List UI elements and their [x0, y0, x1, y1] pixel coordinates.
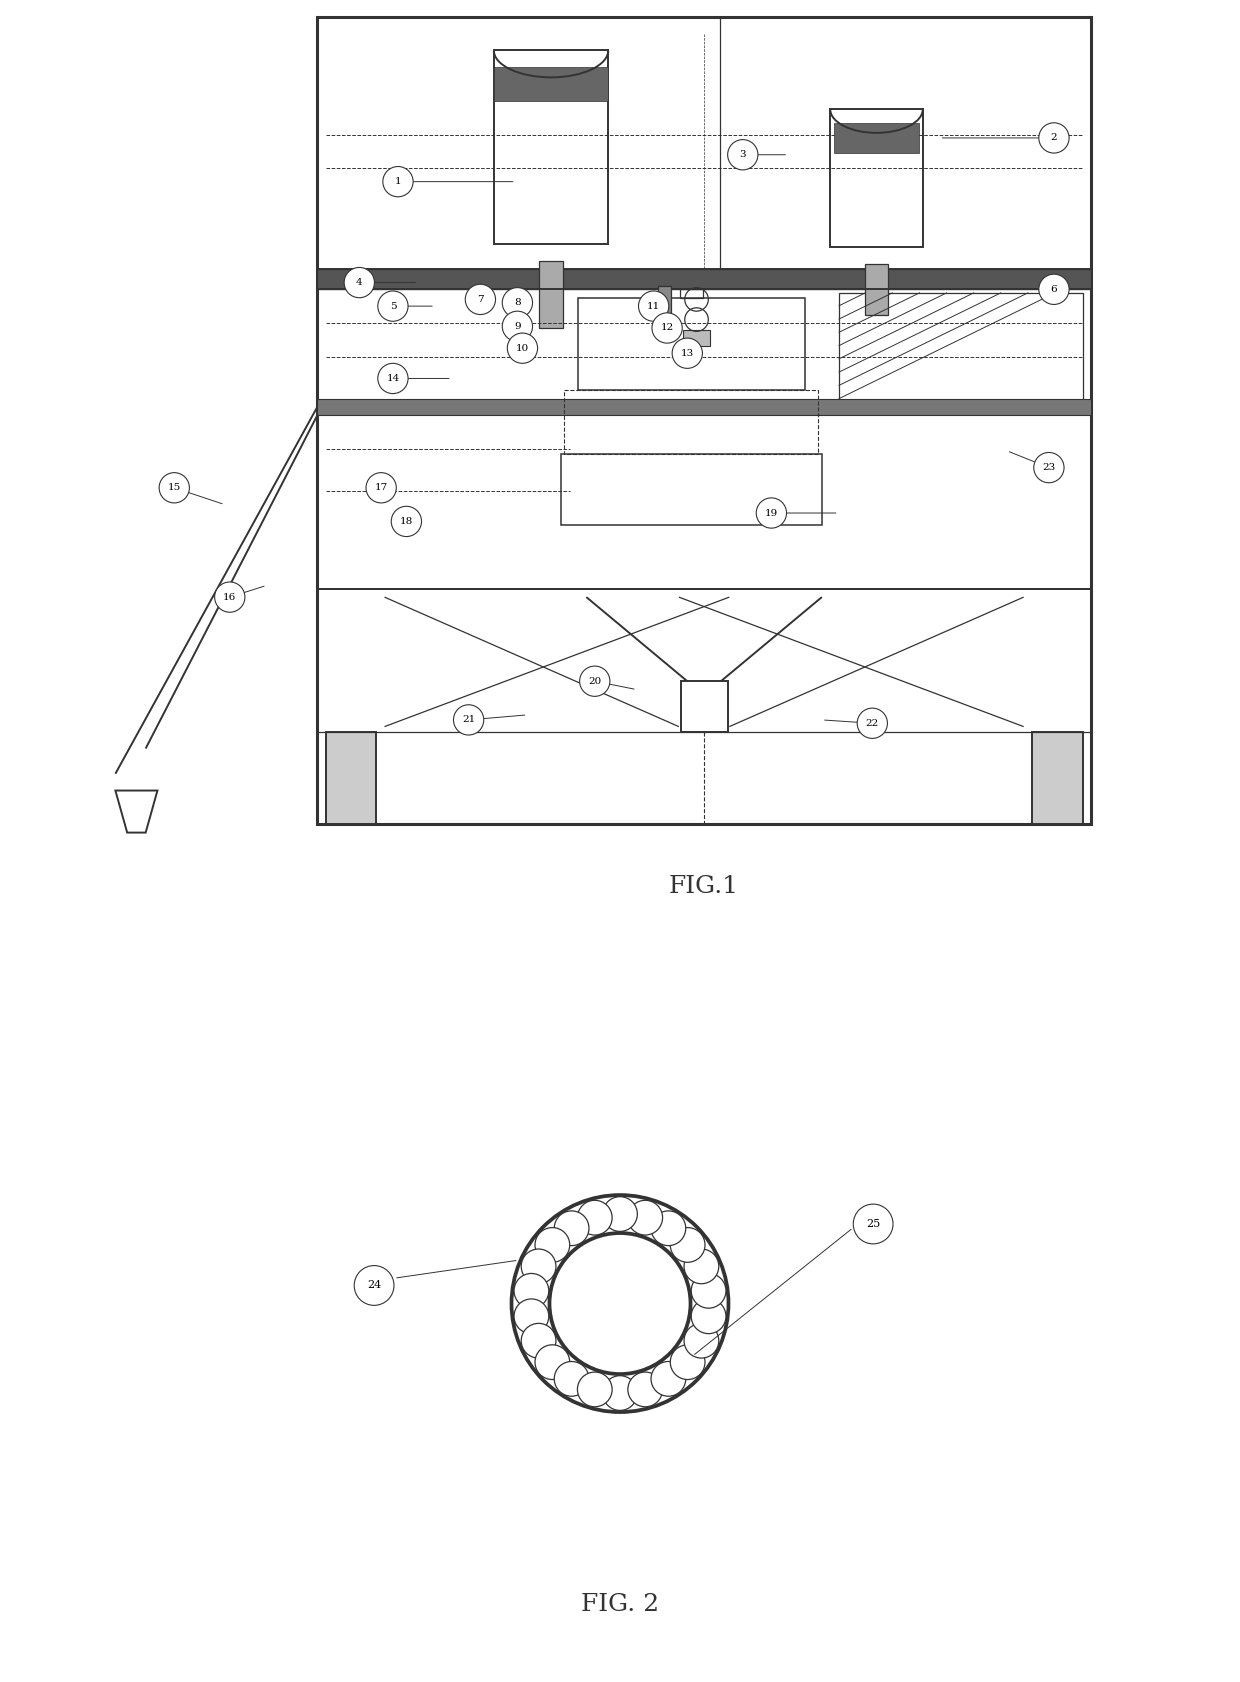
- Circle shape: [159, 473, 190, 503]
- Text: 25: 25: [866, 1219, 880, 1230]
- Circle shape: [857, 708, 888, 738]
- Text: FIG.1: FIG.1: [670, 875, 739, 898]
- Text: 24: 24: [367, 1280, 381, 1290]
- Circle shape: [521, 1250, 556, 1283]
- Circle shape: [684, 1250, 719, 1283]
- Circle shape: [728, 140, 758, 170]
- Circle shape: [671, 1228, 706, 1262]
- Circle shape: [515, 1299, 549, 1334]
- Circle shape: [578, 1201, 613, 1235]
- Circle shape: [603, 1196, 637, 1231]
- Text: 7: 7: [477, 294, 484, 304]
- Circle shape: [383, 167, 413, 197]
- Text: 17: 17: [374, 483, 388, 493]
- Text: 2: 2: [1050, 133, 1058, 143]
- Bar: [494, 50, 609, 244]
- Text: 14: 14: [387, 373, 399, 383]
- Circle shape: [691, 1299, 725, 1334]
- Circle shape: [345, 267, 374, 298]
- Bar: [658, 286, 671, 316]
- Text: FIG. 2: FIG. 2: [580, 1593, 660, 1616]
- Circle shape: [691, 1273, 725, 1309]
- Text: 10: 10: [516, 343, 529, 353]
- Circle shape: [378, 363, 408, 394]
- Circle shape: [215, 582, 246, 612]
- Circle shape: [672, 338, 702, 368]
- Bar: [317, 17, 1091, 824]
- Text: 4: 4: [356, 278, 362, 288]
- Circle shape: [627, 1201, 662, 1235]
- Bar: [864, 264, 888, 315]
- Circle shape: [639, 291, 668, 321]
- Bar: [317, 589, 1091, 824]
- Circle shape: [534, 1228, 569, 1262]
- Circle shape: [651, 1361, 686, 1396]
- Text: 6: 6: [1050, 284, 1058, 294]
- Circle shape: [502, 311, 532, 341]
- Circle shape: [534, 1346, 569, 1379]
- Bar: [831, 109, 923, 247]
- Circle shape: [1039, 123, 1069, 153]
- Circle shape: [378, 291, 408, 321]
- Text: 3: 3: [739, 150, 746, 160]
- Bar: [326, 732, 376, 824]
- Circle shape: [603, 1376, 637, 1411]
- Circle shape: [684, 1324, 719, 1357]
- Circle shape: [366, 473, 397, 503]
- Bar: [317, 17, 1091, 269]
- Circle shape: [465, 284, 496, 315]
- Circle shape: [355, 1265, 394, 1305]
- Circle shape: [652, 313, 682, 343]
- Bar: [317, 289, 1091, 589]
- Text: 5: 5: [389, 301, 397, 311]
- Text: 18: 18: [399, 516, 413, 526]
- Circle shape: [502, 288, 532, 318]
- Text: 13: 13: [681, 348, 694, 358]
- Bar: [562, 454, 822, 525]
- Text: 8: 8: [515, 298, 521, 308]
- Circle shape: [756, 498, 786, 528]
- Text: 12: 12: [661, 323, 673, 333]
- Bar: [681, 681, 728, 732]
- Circle shape: [554, 1361, 589, 1396]
- Bar: [833, 123, 919, 153]
- Text: 9: 9: [515, 321, 521, 331]
- Circle shape: [554, 1211, 589, 1246]
- Circle shape: [521, 1324, 556, 1357]
- Circle shape: [579, 666, 610, 696]
- Circle shape: [515, 1273, 549, 1309]
- Bar: [539, 261, 563, 328]
- Text: 22: 22: [866, 718, 879, 728]
- Circle shape: [507, 333, 538, 363]
- Bar: [680, 289, 703, 298]
- Bar: [317, 399, 1091, 415]
- Circle shape: [392, 506, 422, 537]
- Circle shape: [1034, 452, 1064, 483]
- Text: 11: 11: [647, 301, 660, 311]
- Bar: [494, 67, 609, 101]
- Bar: [317, 269, 1091, 289]
- Bar: [683, 330, 711, 346]
- Bar: [1032, 732, 1083, 824]
- Circle shape: [1039, 274, 1069, 304]
- Text: 23: 23: [1043, 463, 1055, 473]
- Text: 20: 20: [588, 676, 601, 686]
- Text: 15: 15: [167, 483, 181, 493]
- Circle shape: [853, 1204, 893, 1245]
- Circle shape: [671, 1346, 706, 1379]
- Bar: [564, 390, 818, 454]
- Bar: [578, 298, 805, 390]
- Text: 19: 19: [765, 508, 777, 518]
- Text: 21: 21: [463, 715, 475, 725]
- Circle shape: [627, 1373, 662, 1406]
- Circle shape: [578, 1373, 613, 1406]
- Circle shape: [454, 705, 484, 735]
- Text: 16: 16: [223, 592, 237, 602]
- Text: 1: 1: [394, 177, 402, 187]
- Circle shape: [651, 1211, 686, 1246]
